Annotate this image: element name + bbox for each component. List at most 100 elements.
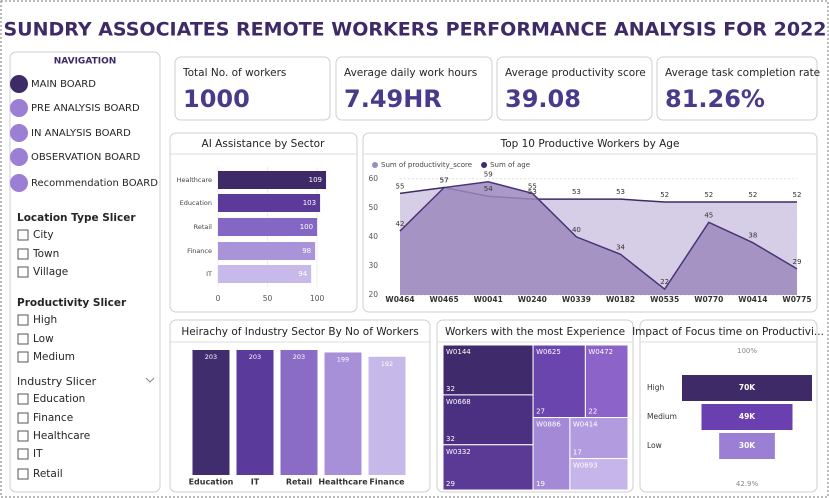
data-label: 27 <box>536 408 545 416</box>
bar <box>192 350 230 475</box>
x-tick-label: 100 <box>310 294 325 303</box>
slicer-item[interactable]: Medium <box>33 351 75 363</box>
bar <box>218 194 321 212</box>
slicer-item[interactable]: Healthcare <box>33 430 90 442</box>
x-tick-label: W0339 <box>562 295 591 304</box>
checkbox[interactable] <box>17 351 29 363</box>
data-label: 55 <box>528 182 537 190</box>
checkbox[interactable] <box>17 468 29 480</box>
nav-label[interactable]: IN ANALYSIS BOARD <box>31 128 131 139</box>
x-tick-label: W0770 <box>694 295 723 304</box>
x-tick-label: W0775 <box>782 295 811 304</box>
nav-title: NAVIGATION <box>54 57 117 67</box>
checkbox[interactable] <box>17 314 29 326</box>
category-label: Low <box>647 441 662 450</box>
data-label: 52 <box>704 191 713 199</box>
checkbox[interactable] <box>17 248 29 260</box>
slicer-title: Location Type Slicer <box>17 212 136 224</box>
annotation: 100% <box>737 347 757 355</box>
treemap-tile <box>442 444 534 491</box>
slicer-item[interactable]: Finance <box>33 412 73 424</box>
nav-button[interactable] <box>10 148 28 166</box>
dropdown-chevron[interactable] <box>145 377 155 383</box>
legend-marker <box>372 162 378 168</box>
line <box>399 180 798 291</box>
nav-button[interactable] <box>10 75 28 93</box>
data-label: 94 <box>298 270 307 278</box>
checkbox[interactable] <box>17 333 29 345</box>
data-label: 55 <box>396 182 405 190</box>
nav-label[interactable]: MAIN BOARD <box>31 79 96 90</box>
checkbox[interactable] <box>17 266 29 278</box>
chart-title: Impact of Focus time on Productivi... <box>632 326 824 338</box>
slicer-item[interactable]: Education <box>33 393 85 405</box>
data-label: 59 <box>484 171 493 179</box>
slicer-item[interactable]: Low <box>33 333 54 345</box>
slicer-title: Productivity Slicer <box>17 297 127 309</box>
data-label: 53 <box>616 188 625 196</box>
y-tick-label: Retail <box>194 223 213 231</box>
kpi-value: 7.49HR <box>344 85 442 113</box>
data-label: 52 <box>748 191 757 199</box>
tile-label: W0693 <box>573 462 598 470</box>
x-tick-label: IT <box>251 478 260 487</box>
slicer-item[interactable]: City <box>33 229 54 241</box>
legend-marker <box>481 162 488 168</box>
nav-label[interactable]: OBSERVATION BOARD <box>31 152 141 163</box>
data-label: 34 <box>616 243 625 251</box>
slicer-item[interactable]: Village <box>33 266 68 278</box>
bar <box>218 242 316 260</box>
nav-label[interactable]: Recommendation BOARD <box>31 178 158 189</box>
slicer-item[interactable]: Retail <box>33 468 63 480</box>
bar <box>324 352 362 475</box>
data-label: 52 <box>793 191 802 199</box>
nav-label[interactable]: PRE ANALYSIS BOARD <box>31 103 140 114</box>
side-panel <box>9 51 161 493</box>
legend-label: Sum of productivity_score <box>381 161 472 169</box>
bar <box>236 350 274 475</box>
x-tick-label: W0414 <box>738 295 767 304</box>
y-tick-label: 50 <box>368 203 378 212</box>
y-tick-label: Finance <box>187 247 212 255</box>
data-label: 100 <box>300 223 313 231</box>
checkbox[interactable] <box>17 229 29 241</box>
funnel-bar <box>701 404 793 430</box>
data-label: 49K <box>739 412 756 421</box>
kpi-label: Average productivity score <box>505 67 646 79</box>
x-tick-label: 0 <box>216 294 221 303</box>
slicer-item[interactable]: High <box>33 314 57 326</box>
x-tick-label: W0240 <box>518 295 547 304</box>
treemap-tile <box>442 394 534 446</box>
data-label: 42 <box>396 220 405 228</box>
checkbox[interactable] <box>17 412 29 424</box>
data-label: 53 <box>528 188 537 196</box>
x-tick-label: W0465 <box>430 295 459 304</box>
nav-button[interactable] <box>10 174 28 192</box>
nav-button[interactable] <box>10 124 28 142</box>
data-label: 203 <box>205 353 217 361</box>
x-tick-label: Retail <box>286 478 313 487</box>
kpi-label: Average daily work hours <box>344 67 477 79</box>
checkbox[interactable] <box>17 393 29 405</box>
treemap-tile <box>569 458 629 491</box>
data-label: 30K <box>739 441 756 450</box>
category-label: High <box>647 383 664 392</box>
category-label: Medium <box>647 412 677 421</box>
treemap-tile <box>532 344 586 418</box>
bar <box>280 350 318 475</box>
slicer-item[interactable]: IT <box>33 448 43 460</box>
y-tick-label: Healthcare <box>177 176 212 184</box>
checkbox[interactable] <box>17 448 29 460</box>
treemap-tile <box>532 417 571 491</box>
legend-label: Sum of age <box>490 161 530 169</box>
data-label: 19 <box>536 480 545 488</box>
checkbox[interactable] <box>17 430 29 442</box>
nav-button[interactable] <box>10 99 28 117</box>
data-label: 192 <box>381 360 393 368</box>
chart-title: Heirachy of Industry Sector By No of Wor… <box>181 326 418 338</box>
slicer-item[interactable]: Town <box>32 248 59 260</box>
data-label: 52 <box>660 191 669 199</box>
kpi-value: 1000 <box>183 85 250 113</box>
bar <box>218 171 327 189</box>
